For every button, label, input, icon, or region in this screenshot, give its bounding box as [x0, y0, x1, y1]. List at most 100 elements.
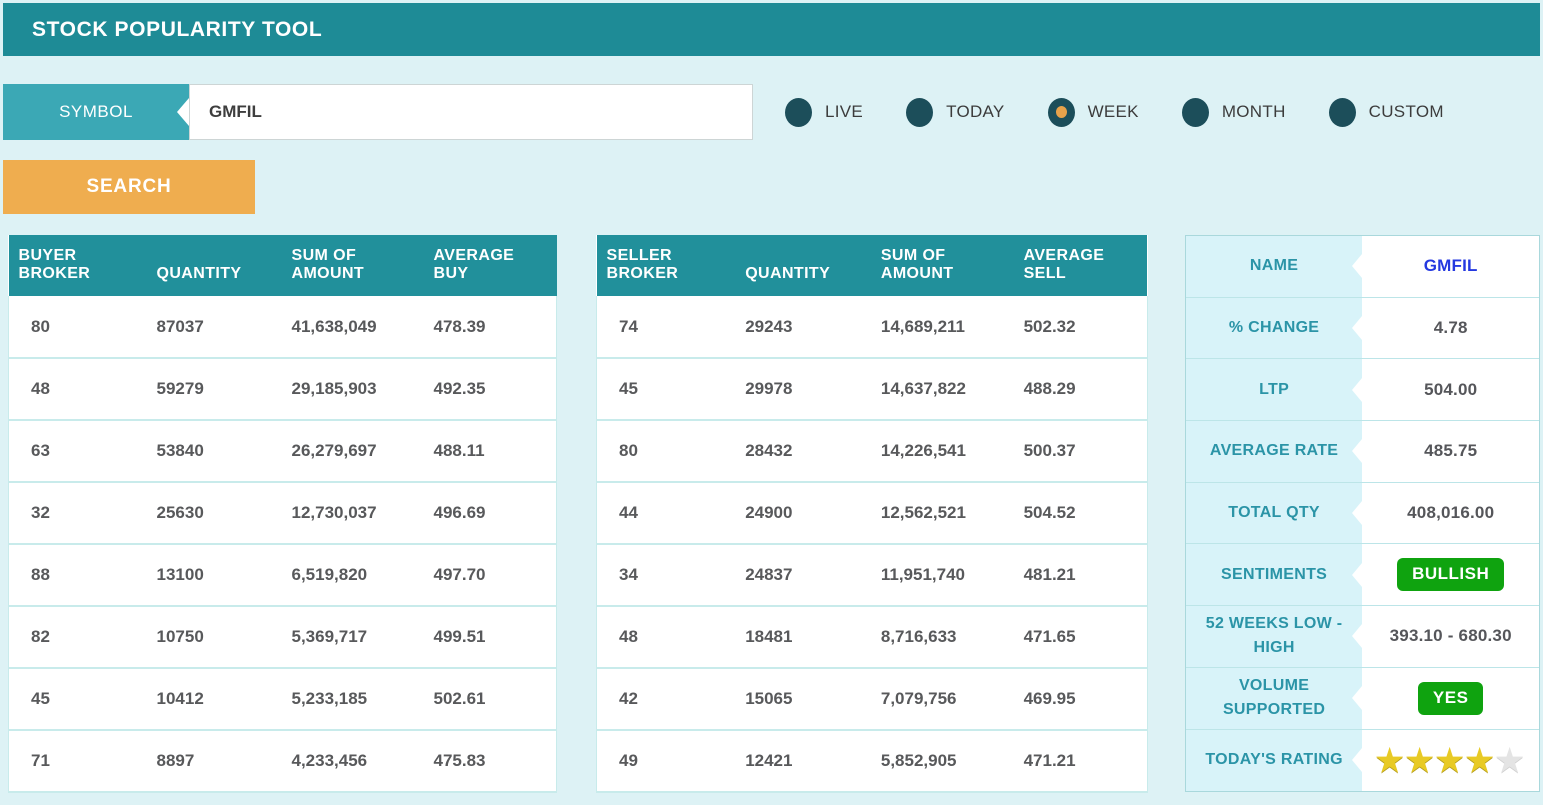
- star-icon-filled: ★: [1435, 742, 1464, 778]
- buyer-table-cell: 499.51: [423, 606, 557, 669]
- radio-month-icon[interactable]: [1181, 97, 1209, 127]
- buyer-table-row: 88 13100 6,519,820 497.70: [8, 544, 557, 607]
- buyer-table-cell: 80: [8, 296, 147, 359]
- period-option-live[interactable]: LIVE: [785, 97, 864, 127]
- seller-table-cell: 24837: [735, 544, 871, 607]
- seller-table-cell: 12421: [735, 730, 871, 793]
- summary-row-change: % CHANGE 4.78: [1185, 297, 1539, 360]
- seller-table-row: 48 18481 8,716,633 471.65: [596, 606, 1148, 669]
- radio-custom-icon[interactable]: [1328, 97, 1356, 127]
- buyer-table-cell: 10412: [146, 668, 282, 731]
- summary-label-average-rate: AVERAGE RATE: [1185, 421, 1363, 482]
- search-button[interactable]: SEARCH: [3, 160, 255, 214]
- seller-header-cell: QUANTITY: [735, 235, 871, 296]
- buyer-table-cell: 10750: [146, 606, 282, 669]
- star-icon-filled: ★: [1375, 742, 1404, 778]
- period-option-today[interactable]: TODAY: [906, 97, 1005, 127]
- summary-row-ltp: LTP 504.00: [1185, 359, 1539, 422]
- seller-table-cell: 14,689,211: [870, 296, 1014, 359]
- buyer-table-cell: 5,369,717: [281, 606, 424, 669]
- radio-week-icon[interactable]: [1047, 97, 1075, 127]
- buyer-table-cell: 6,519,820: [281, 544, 424, 607]
- period-option-custom[interactable]: CUSTOM: [1328, 97, 1444, 127]
- summary-label-52-weeks-low-high: 52 WEEKS LOW - HIGH: [1185, 606, 1363, 667]
- period-label-custom[interactable]: CUSTOM: [1368, 102, 1444, 121]
- summary-label-volume-supported: VOLUME SUPPORTED: [1185, 667, 1363, 729]
- seller-table-header-row: SELLER BROKER QUANTITY SUM OF AMOUNT AVERAG…: [596, 235, 1148, 296]
- seller-table-row: 45 29978 14,637,822 488.29: [596, 358, 1148, 421]
- period-option-week[interactable]: WEEK: [1047, 97, 1139, 127]
- seller-table-cell: 15065: [735, 668, 871, 731]
- seller-table-cell: 45: [596, 358, 736, 421]
- buyer-table-row: 80 87037 41,638,049 478.39: [8, 296, 557, 359]
- symbol-input[interactable]: [189, 84, 753, 140]
- buyer-table-cell: 496.69: [423, 482, 557, 545]
- buyer-table-row: 82 10750 5,369,717 499.51: [8, 606, 557, 669]
- summary-label-today-s-rating: TODAY'S RATING: [1185, 729, 1363, 792]
- summary-value-change: 4.78: [1433, 318, 1468, 338]
- summary-label-ltp: LTP: [1185, 359, 1363, 421]
- seller-table-row: 42 15065 7,079,756 469.95: [596, 668, 1148, 731]
- stock-name-link[interactable]: GMFIL: [1423, 256, 1478, 276]
- seller-table-cell: 29978: [735, 358, 871, 421]
- seller-table-row: 80 28432 14,226,541 500.37: [596, 420, 1148, 483]
- summary-row-sentiments: SENTIMENTS BULLISH: [1185, 544, 1539, 607]
- buyer-broker-table: BUYER BROKER QUANTITY SUM OF AMOUNT AVERAGE…: [8, 235, 557, 793]
- buyer-table-cell: 71: [8, 730, 147, 793]
- seller-table-row: 49 12421 5,852,905 471.21: [596, 730, 1148, 793]
- seller-header-cell: AVERAGE SELL: [1013, 235, 1148, 296]
- summary-row-average-rate: AVERAGE RATE 485.75: [1185, 421, 1539, 483]
- radio-dot-custom: [1337, 106, 1348, 118]
- buyer-table-cell: 53840: [146, 420, 282, 483]
- period-label-month[interactable]: MONTH: [1221, 102, 1286, 121]
- period-label-week[interactable]: WEEK: [1087, 102, 1139, 121]
- seller-table-cell: 5,852,905: [870, 730, 1014, 793]
- buyer-table-cell: 88: [8, 544, 147, 607]
- radio-today-icon[interactable]: [906, 97, 934, 127]
- seller-table-cell: 42: [596, 668, 736, 731]
- buyer-table-row: 63 53840 26,279,697 488.11: [8, 420, 557, 483]
- summary-label-change: % CHANGE: [1185, 297, 1363, 359]
- seller-table-cell: 24900: [735, 482, 871, 545]
- page-title: STOCK POPULARITY TOOL: [32, 17, 323, 41]
- seller-table-cell: 500.37: [1013, 420, 1148, 483]
- buyer-table-cell: 12,730,037: [281, 482, 424, 545]
- seller-table-cell: 8,716,633: [870, 606, 1014, 669]
- radio-dot-week: [1055, 106, 1067, 118]
- period-option-month[interactable]: MONTH: [1181, 97, 1286, 127]
- buyer-table-cell: 32: [8, 482, 147, 545]
- buyer-header-cell: BUYER BROKER: [8, 235, 147, 296]
- search-controls: SYMBOL LIVE TODAY WEEK MONTH CUSTOM: [3, 84, 1540, 140]
- summary-value-52-weeks-low-high: 393.10 - 680.30: [1389, 626, 1512, 646]
- radio-live-icon[interactable]: [785, 97, 812, 127]
- seller-table-cell: 488.29: [1013, 358, 1148, 421]
- buyer-table-cell: 82: [8, 606, 147, 669]
- seller-table-row: 74 29243 14,689,211 502.32: [596, 296, 1148, 359]
- stock-summary-panel: NAME GMFIL % CHANGE 4.78 LTP 504.00 AVERAGE RA…: [1184, 235, 1540, 793]
- buyer-table-cell: 478.39: [423, 296, 557, 359]
- seller-table-cell: 469.95: [1013, 668, 1148, 731]
- seller-table-cell: 28432: [735, 420, 871, 483]
- volume-supported-badge: YES: [1417, 681, 1484, 715]
- seller-table-cell: 34: [596, 544, 736, 607]
- buyer-table-cell: 497.70: [423, 544, 557, 607]
- period-label-today[interactable]: TODAY: [946, 102, 1005, 121]
- buyer-table-cell: 87037: [146, 296, 282, 359]
- buyer-table-cell: 5,233,185: [281, 668, 424, 731]
- summary-value-ltp: 504.00: [1424, 379, 1478, 399]
- seller-table-cell: 471.21: [1013, 730, 1148, 793]
- summary-row-name: NAME GMFIL: [1185, 236, 1539, 298]
- seller-broker-table: SELLER BROKER QUANTITY SUM OF AMOUNT AVERAG…: [596, 235, 1148, 793]
- main-content: BUYER BROKER QUANTITY SUM OF AMOUNT AVERAGE…: [3, 235, 1540, 793]
- summary-row-volume-supported: VOLUME SUPPORTED YES: [1185, 667, 1539, 730]
- symbol-label: SYMBOL: [59, 102, 133, 121]
- summary-value-sentiments: BULLISH: [1362, 544, 1539, 605]
- summary-value-name: GMFIL: [1362, 236, 1539, 297]
- buyer-table-cell: 13100: [146, 544, 282, 607]
- period-label-live[interactable]: LIVE: [825, 102, 864, 121]
- seller-table-cell: 11,951,740: [870, 544, 1014, 607]
- buyer-table-cell: 25630: [146, 482, 282, 545]
- summary-label-sentiments: SENTIMENTS: [1185, 544, 1363, 606]
- buyer-table-cell: 26,279,697: [281, 420, 424, 483]
